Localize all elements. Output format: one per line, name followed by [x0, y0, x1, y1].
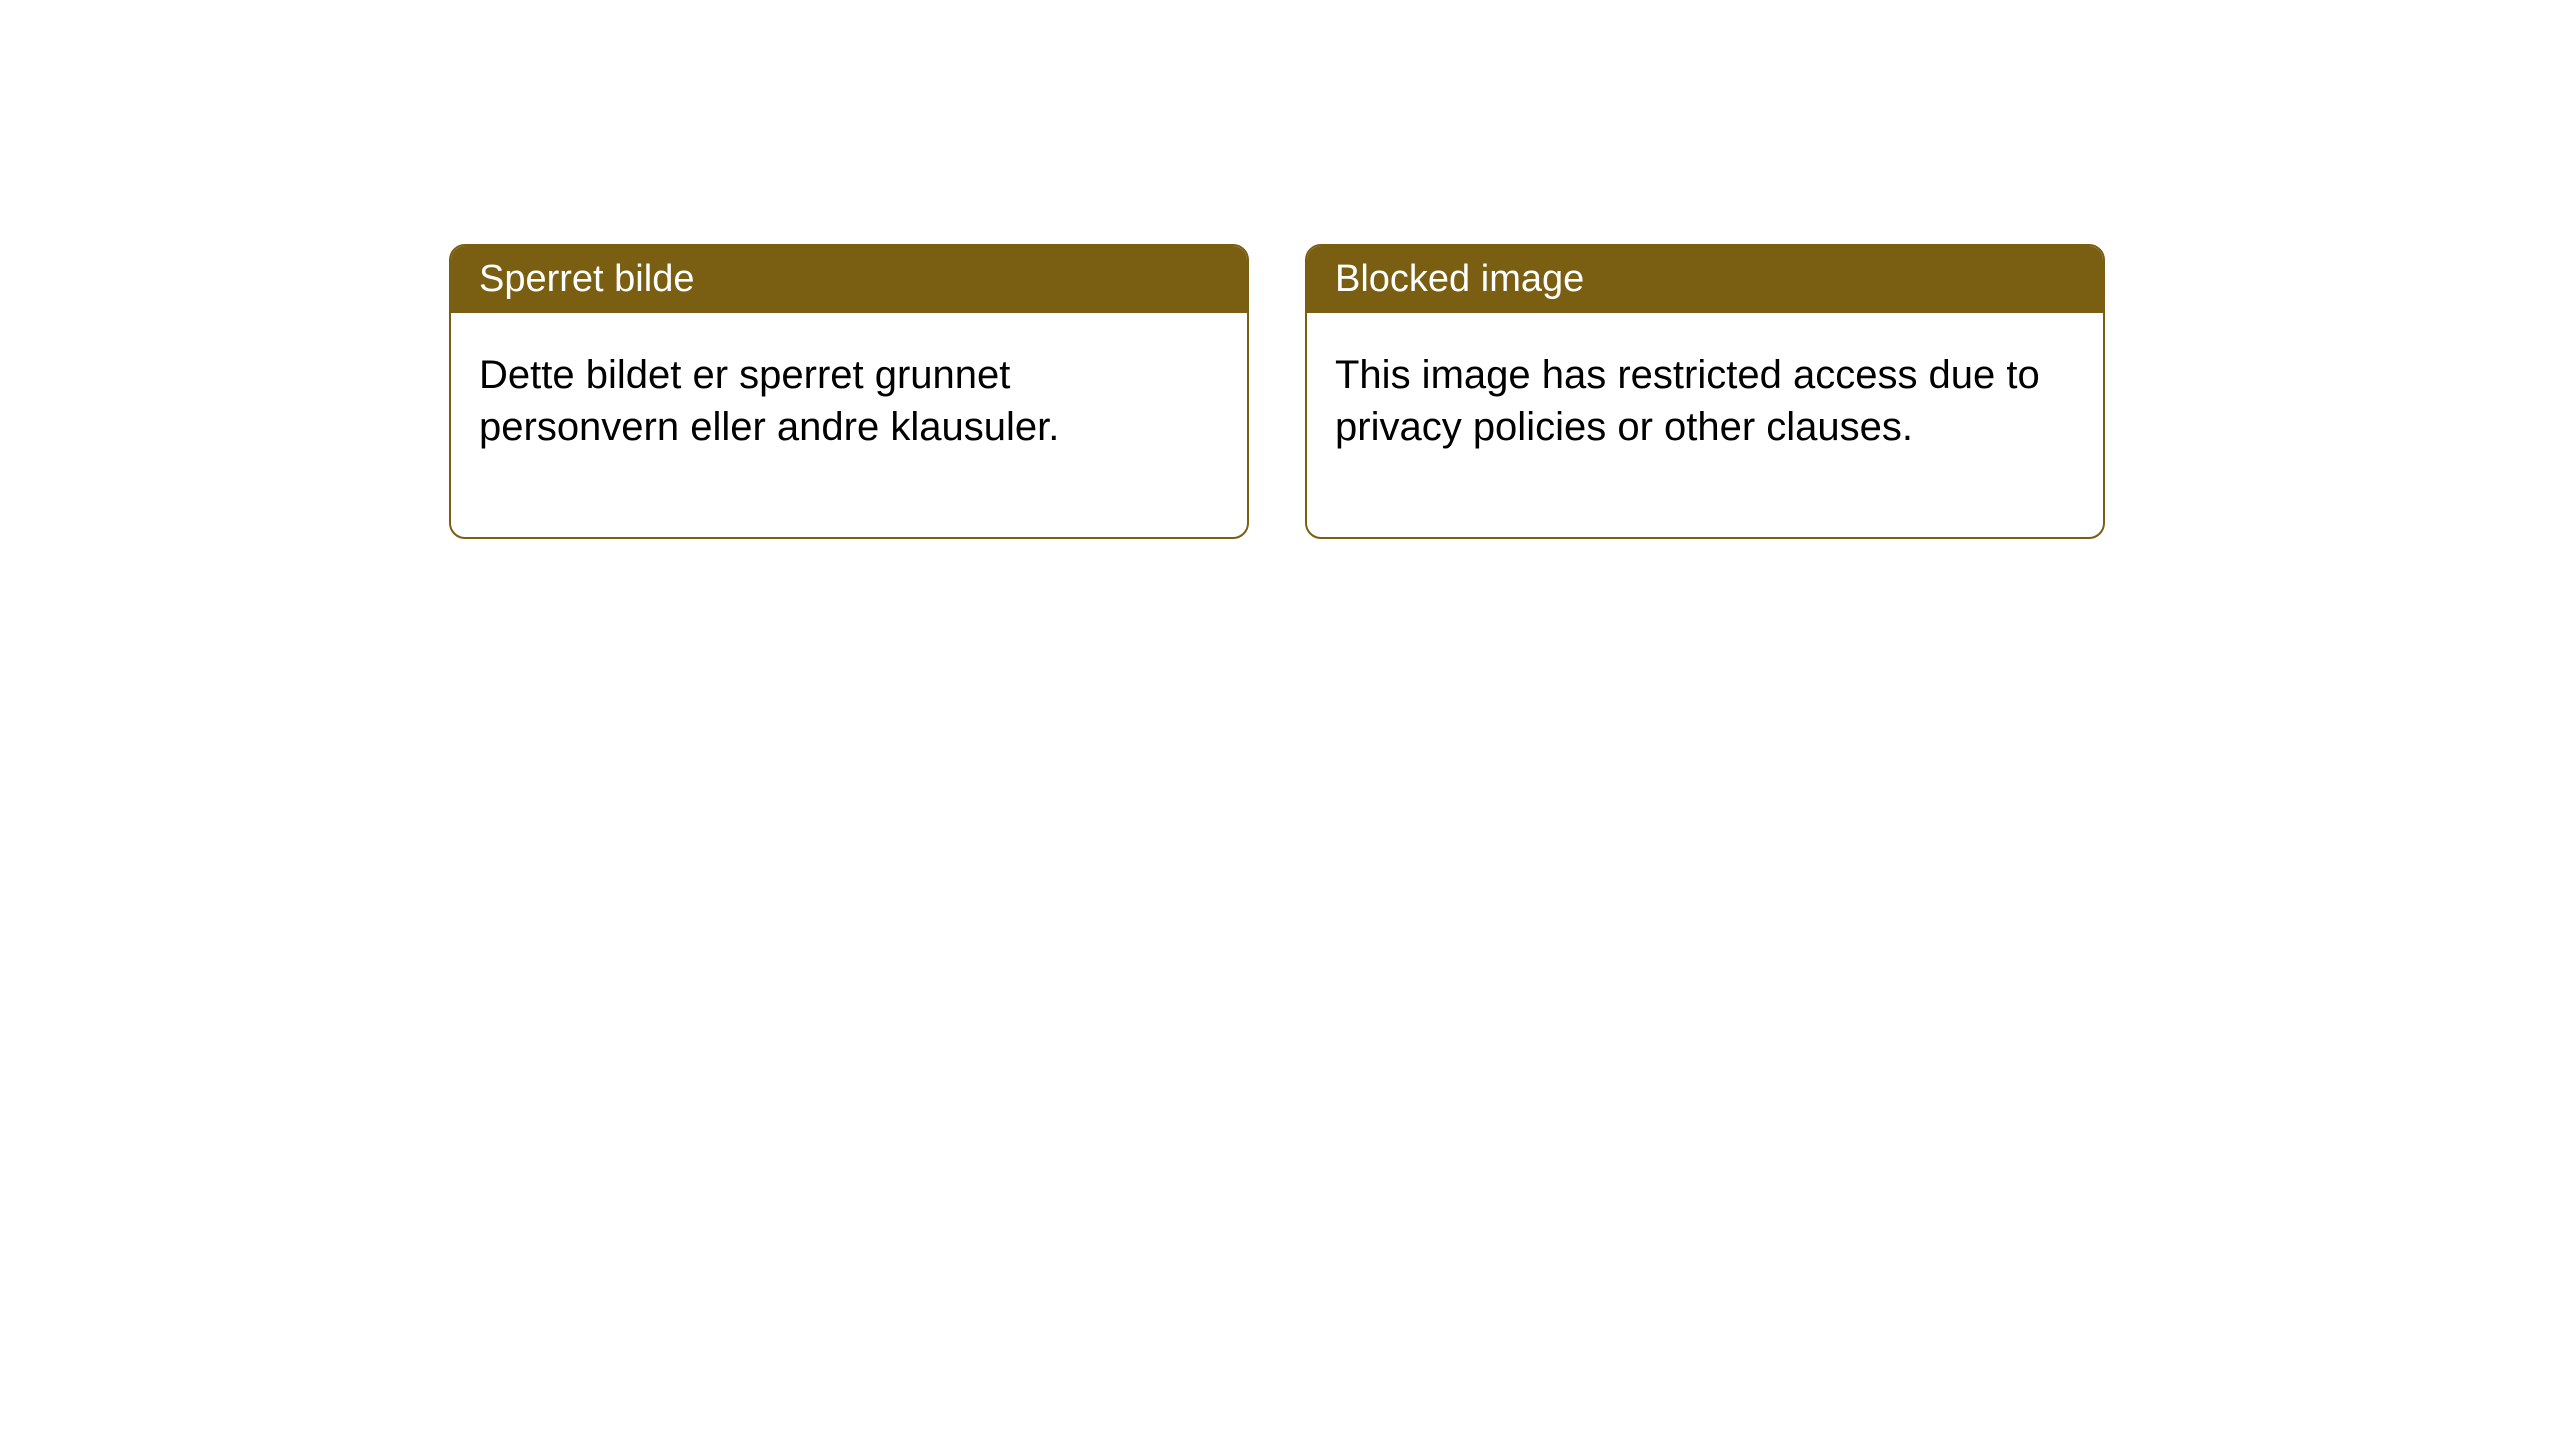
notice-card-norwegian: Sperret bilde Dette bildet er sperret gr…	[449, 244, 1249, 539]
card-body: Dette bildet er sperret grunnet personve…	[451, 313, 1247, 537]
notice-container: Sperret bilde Dette bildet er sperret gr…	[449, 244, 2105, 539]
card-body-text: This image has restricted access due to …	[1335, 353, 2040, 449]
card-header-text: Sperret bilde	[479, 258, 694, 300]
card-body-text: Dette bildet er sperret grunnet personve…	[479, 353, 1059, 449]
card-header-text: Blocked image	[1335, 258, 1584, 300]
card-body: This image has restricted access due to …	[1307, 313, 2103, 537]
notice-card-english: Blocked image This image has restricted …	[1305, 244, 2105, 539]
card-header: Blocked image	[1307, 246, 2103, 313]
card-header: Sperret bilde	[451, 246, 1247, 313]
